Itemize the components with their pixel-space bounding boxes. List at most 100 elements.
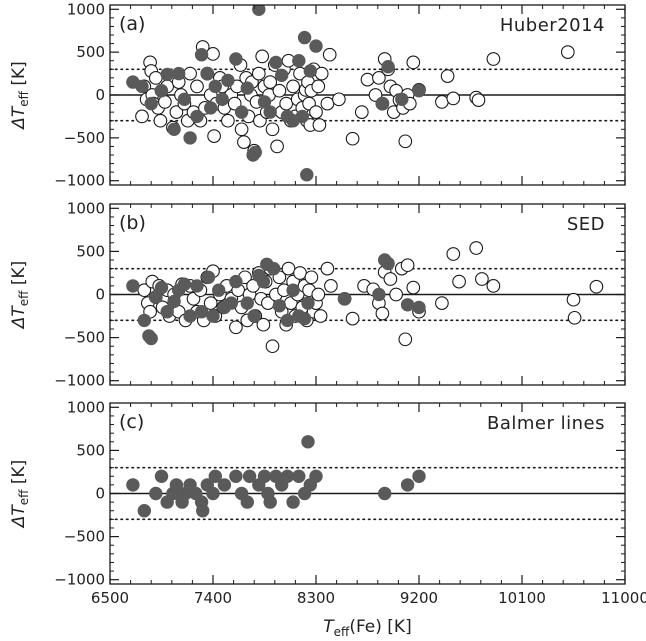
data-point-filled [303,64,318,78]
data-point-filled [177,277,192,291]
data-point-open [440,69,455,83]
data-point-filled [297,30,312,45]
data-point-open [324,279,338,293]
data-point-filled [221,73,235,88]
x-axis-title: Teff(Fe) [K] [323,617,411,639]
data-point-open [286,79,300,94]
data-point-filled [280,469,295,484]
data-point-filled [167,294,181,309]
data-point-filled [206,309,220,323]
data-point-filled [263,105,277,119]
panel-3: −1000 −500 0 500 1000 6500 7400 8300 9200 10100 11… [9,398,646,607]
data-point-filled [149,486,163,501]
data-point-open [322,47,337,62]
y-axis-unit: [K] [9,261,29,291]
data-point-filled [183,309,197,323]
y-axis-title: ΔTeff [K] [9,61,31,131]
data-points [126,5,575,182]
data-point-filled [300,167,314,182]
data-point-open [332,92,346,107]
data-point-filled [195,504,210,518]
data-point-filled [160,305,174,319]
data-point-filled [137,504,152,518]
data-point-filled [257,469,272,484]
y-tick-label: −1000 [54,172,105,190]
x-axis-unit: [K] [382,617,412,637]
y-tick-label: 0 [95,485,105,503]
data-point-open [383,272,398,286]
data-point-filled [295,109,310,124]
data-point-filled [169,478,184,492]
y-tick-label: −1000 [54,372,105,390]
data-point-open [372,71,386,85]
y-axis-subscript: eff [17,489,31,505]
data-point-filled [194,305,209,319]
data-point-filled [252,5,266,16]
data-point-open [320,96,335,111]
data-point-filled [215,92,229,107]
data-point-filled [412,83,426,98]
data-point-open [389,287,403,302]
data-point-open [312,118,327,132]
data-point-open [169,105,184,119]
data-point-filled [229,52,243,66]
data-point-filled [297,311,312,326]
data-point-open [153,113,168,128]
data-point-open [435,95,449,109]
panel-tag: (b) [119,212,146,234]
data-point-open [406,280,421,295]
data-point-filled [375,96,390,111]
data-point-filled [135,79,149,94]
data-point-filled [126,279,140,293]
data-point-open [313,309,328,323]
data-point-filled [301,435,315,449]
data-point-filled [234,105,249,119]
data-point-filled [208,469,223,484]
data-points [126,435,426,518]
data-point-open [272,83,287,98]
data-point-filled [412,469,426,484]
panel-tag: (a) [119,13,145,35]
y-tick-label: −500 [64,329,105,347]
data-point-filled [275,68,289,83]
data-point-open [446,91,461,106]
data-point-open [446,247,461,261]
x-tick-label: 6500 [91,589,129,607]
y-axis-symbol: ΔT [9,305,29,331]
data-point-filled [144,96,158,111]
data-point-filled [247,309,261,323]
data-point-filled [154,469,169,484]
data-point-filled [381,256,395,271]
data-point-filled [267,261,281,276]
data-point-filled [309,39,323,53]
data-point-filled [292,54,306,68]
data-point-open [203,296,218,310]
data-point-filled [217,478,232,492]
data-point-filled [240,81,255,95]
data-point-open [566,292,581,307]
x-axis-subscript: eff [334,625,350,639]
y-tick-label: 500 [76,242,105,260]
data-point-open [354,105,369,119]
data-point-filled [240,296,255,310]
data-point-filled [263,495,277,509]
data-point-filled [144,331,158,346]
data-point-open [452,274,466,289]
data-point-open [406,55,421,70]
x-tick-label: 7400 [194,589,232,607]
y-axis-unit: [K] [9,61,29,91]
data-point-filled [183,131,197,145]
data-point-open [281,261,296,276]
data-point-filled [203,101,218,115]
panel-name: Huber2014 [500,15,605,36]
data-point-filled [242,469,257,484]
data-point-open [158,95,172,109]
data-point-open [589,279,604,294]
data-point-open [221,113,235,128]
y-axis-symbol: ΔT [9,105,29,131]
data-point-open [486,52,501,66]
y-tick-label: 0 [95,286,105,304]
y-tick-label: 0 [95,86,105,104]
data-point-open [398,134,413,149]
